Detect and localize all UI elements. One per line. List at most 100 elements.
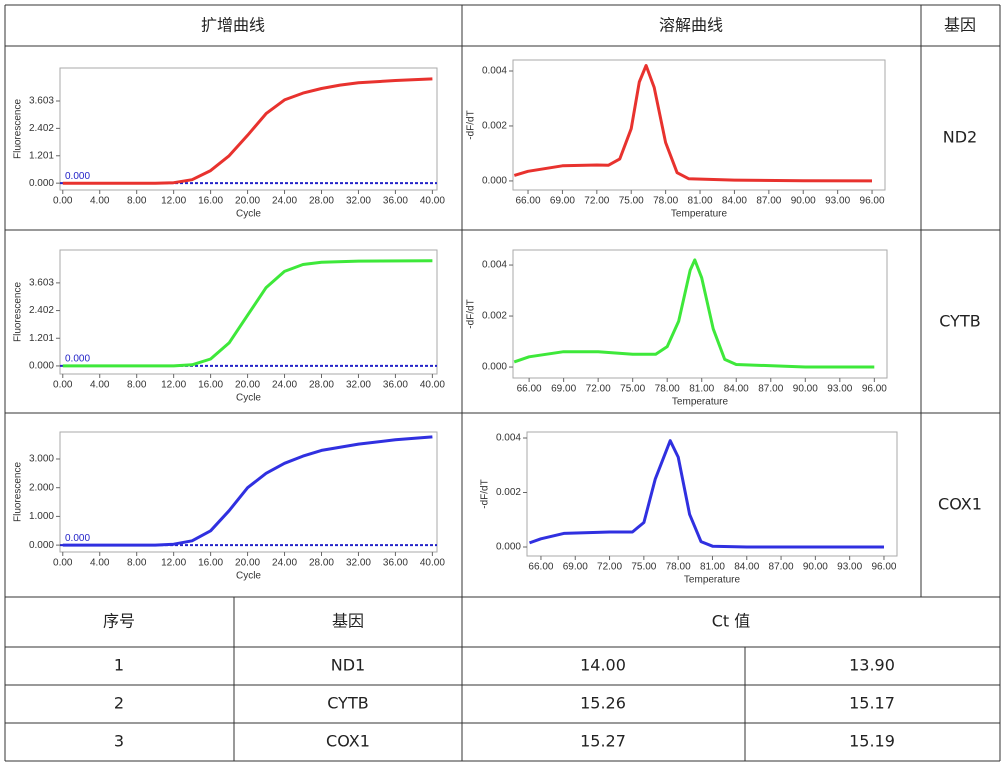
x-tick-label: 90.00 bbox=[793, 384, 818, 395]
x-tick-label: 84.00 bbox=[724, 384, 749, 395]
curve bbox=[62, 435, 433, 547]
x-tick-label: 81.00 bbox=[689, 384, 714, 395]
x-tick-label: 8.00 bbox=[127, 380, 147, 391]
table-cell: 2 bbox=[114, 694, 124, 713]
table-cell: 1 bbox=[114, 656, 124, 675]
x-tick-label: 8.00 bbox=[127, 196, 147, 207]
y-tick-label: 0.000 bbox=[482, 362, 507, 373]
y-tick-label: 3.000 bbox=[29, 454, 54, 465]
x-tick-label: 75.00 bbox=[620, 384, 645, 395]
curve bbox=[62, 259, 433, 368]
table-cell: COX1 bbox=[326, 732, 370, 751]
table-lines bbox=[4, 4, 1001, 762]
y-axis-label: -dF/dT bbox=[466, 110, 477, 139]
y-tick-label: 3.603 bbox=[29, 96, 54, 107]
gene-label: ND2 bbox=[943, 128, 977, 147]
x-tick-label: 4.00 bbox=[90, 558, 110, 569]
x-tick-label: 40.00 bbox=[420, 380, 445, 391]
x-tick-label: 16.00 bbox=[198, 558, 223, 569]
x-tick-label: 87.00 bbox=[758, 384, 783, 395]
x-axis-label: Temperature bbox=[671, 209, 728, 220]
x-tick-label: 8.00 bbox=[127, 558, 147, 569]
x-tick-label: 40.00 bbox=[420, 196, 445, 207]
y-tick-label: 3.603 bbox=[29, 278, 54, 289]
y-tick-label: 0.002 bbox=[482, 121, 507, 132]
x-tick-label: 66.00 bbox=[528, 562, 553, 573]
table-cell: CYTB bbox=[327, 694, 368, 713]
x-tick-label: 32.00 bbox=[346, 380, 371, 391]
x-tick-label: 72.00 bbox=[584, 196, 609, 207]
x-tick-label: 4.00 bbox=[90, 380, 110, 391]
x-tick-label: 66.00 bbox=[516, 196, 541, 207]
x-axis-label: Temperature bbox=[684, 575, 741, 586]
x-tick-label: 87.00 bbox=[769, 562, 794, 573]
y-axis-label: -dF/dT bbox=[480, 479, 491, 508]
x-tick-label: 93.00 bbox=[825, 196, 850, 207]
gene-label: COX1 bbox=[938, 495, 982, 514]
x-tick-label: 96.00 bbox=[860, 196, 885, 207]
y-tick-label: 1.201 bbox=[29, 333, 54, 344]
y-axis-label: Fluorescence bbox=[13, 99, 24, 159]
curve bbox=[513, 64, 873, 183]
table-cell: 15.27 bbox=[580, 732, 626, 751]
x-tick-label: 78.00 bbox=[653, 196, 678, 207]
threshold-label: 0.000 bbox=[65, 533, 90, 544]
x-tick-label: 4.00 bbox=[90, 196, 110, 207]
x-tick-label: 0.00 bbox=[53, 196, 73, 207]
x-tick-label: 0.00 bbox=[53, 558, 73, 569]
y-tick-label: 0.004 bbox=[482, 66, 507, 77]
table-cell: 3 bbox=[114, 732, 124, 751]
y-tick-label: 2.402 bbox=[29, 305, 54, 316]
y-tick-label: 1.201 bbox=[29, 150, 54, 161]
plot-area bbox=[512, 59, 886, 191]
x-tick-label: 40.00 bbox=[420, 558, 445, 569]
table-cell: 14.00 bbox=[580, 656, 626, 675]
x-tick-label: 87.00 bbox=[756, 196, 781, 207]
plot-area bbox=[512, 249, 888, 379]
gene-label: CYTB bbox=[939, 312, 980, 331]
x-tick-label: 36.00 bbox=[383, 196, 408, 207]
x-tick-label: 36.00 bbox=[383, 380, 408, 391]
y-axis-label: Fluorescence bbox=[13, 282, 24, 342]
plot-area bbox=[59, 431, 438, 553]
y-tick-label: 0.000 bbox=[496, 542, 521, 553]
x-tick-label: 20.00 bbox=[235, 196, 260, 207]
x-tick-label: 16.00 bbox=[198, 196, 223, 207]
table-cell: 15.17 bbox=[849, 694, 895, 713]
y-tick-label: 1.000 bbox=[29, 511, 54, 522]
y-axis-label: Fluorescence bbox=[13, 462, 24, 522]
x-tick-label: 24.00 bbox=[272, 196, 297, 207]
x-tick-label: 32.00 bbox=[346, 558, 371, 569]
header-cell: 基因 bbox=[944, 16, 976, 35]
curve bbox=[62, 77, 433, 185]
x-tick-label: 84.00 bbox=[722, 196, 747, 207]
curve bbox=[528, 439, 884, 549]
x-tick-label: 32.00 bbox=[346, 196, 371, 207]
x-tick-label: 93.00 bbox=[827, 384, 852, 395]
x-axis-label: Cycle bbox=[236, 209, 261, 220]
plot-area bbox=[59, 67, 438, 191]
x-tick-label: 75.00 bbox=[619, 196, 644, 207]
x-tick-label: 28.00 bbox=[309, 558, 334, 569]
x-axis-label: Cycle bbox=[236, 393, 261, 404]
x-tick-label: 20.00 bbox=[235, 558, 260, 569]
x-tick-label: 75.00 bbox=[631, 562, 656, 573]
table-cell: 13.90 bbox=[849, 656, 895, 675]
x-tick-label: 69.00 bbox=[563, 562, 588, 573]
table-cell: 15.26 bbox=[580, 694, 626, 713]
x-tick-label: 12.00 bbox=[161, 196, 186, 207]
header-cell: 溶解曲线 bbox=[659, 16, 723, 35]
summary-header: 基因 bbox=[332, 612, 364, 631]
x-tick-label: 72.00 bbox=[597, 562, 622, 573]
x-tick-label: 81.00 bbox=[700, 562, 725, 573]
x-tick-label: 28.00 bbox=[309, 380, 334, 391]
curve bbox=[513, 258, 875, 369]
header-cell: 扩增曲线 bbox=[201, 16, 265, 35]
x-axis-label: Temperature bbox=[672, 397, 729, 408]
y-tick-label: 0.002 bbox=[482, 311, 507, 322]
x-axis-label: Cycle bbox=[236, 571, 261, 582]
x-tick-label: 96.00 bbox=[871, 562, 896, 573]
x-tick-label: 90.00 bbox=[803, 562, 828, 573]
x-tick-label: 93.00 bbox=[837, 562, 862, 573]
